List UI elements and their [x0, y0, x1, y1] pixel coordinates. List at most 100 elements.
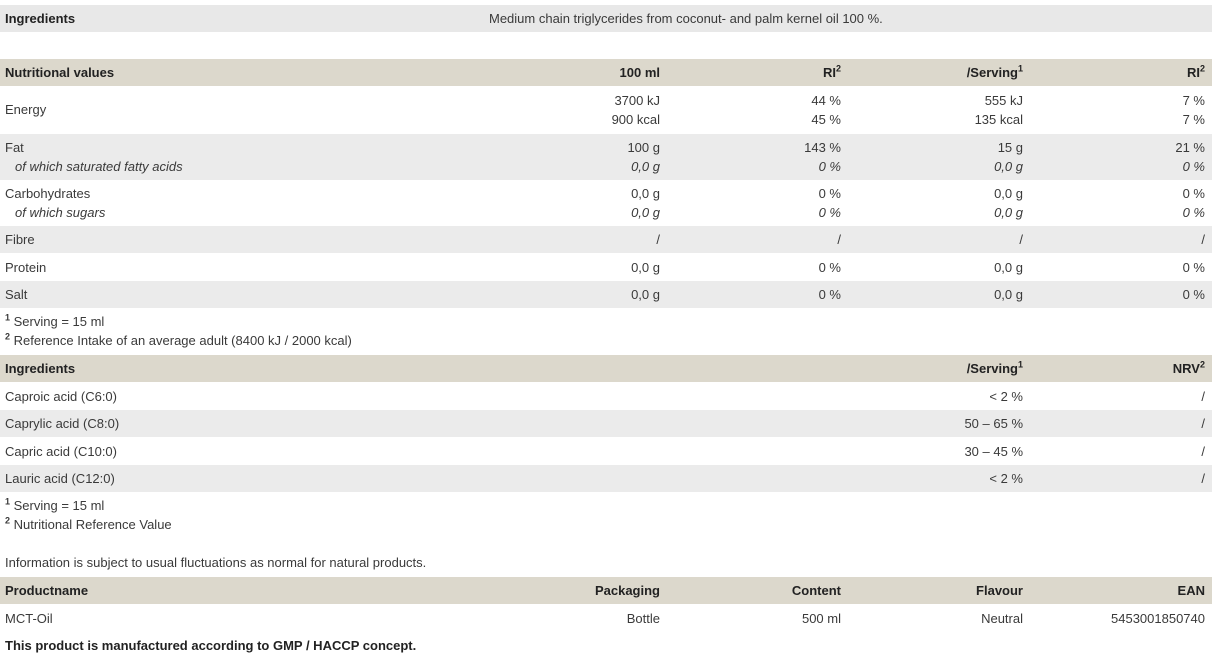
header-nrv: NRV2 [1173, 355, 1205, 382]
row-sublabel: of which sugars [15, 205, 106, 220]
fatty-acid-row: Caprylic acid (C8:0) 50 – 65 % / [0, 410, 1212, 437]
header-ri2: RI2 [1187, 59, 1205, 86]
nutrition-row-salt: Salt 0,0 g 0 % 0,0 g 0 % [0, 281, 1212, 308]
footnote-text: Serving = 15 ml [13, 498, 105, 513]
header-ri-sup: 2 [835, 63, 841, 74]
gmp-statement: This product is manufactured according t… [5, 638, 417, 653]
cell: 21 % [1175, 140, 1205, 155]
cell: 0 % [818, 159, 841, 174]
nutrition-header: Nutritional values 100 ml RI2 /Serving1 … [0, 59, 1212, 86]
row-label: Capric acid (C10:0) [5, 444, 117, 459]
cell: / [1201, 471, 1205, 486]
product-ean: 5453001850740 [1111, 611, 1205, 626]
cell: / [1201, 416, 1205, 431]
header-ri2-sup: 2 [1199, 63, 1205, 74]
ingredients-label: Ingredients [5, 11, 76, 26]
cell: 0,0 g [994, 205, 1023, 220]
header-nrv-text: NRV [1172, 361, 1200, 376]
header-serving-text: /Serving [966, 361, 1018, 376]
footnote-text: Serving = 15 ml [13, 314, 105, 329]
header-serving-sup: 1 [1017, 359, 1023, 370]
cell: 100 g [627, 140, 660, 155]
cell: 0 % [1182, 205, 1205, 220]
nutrition-row-fat: Fat of which saturated fatty acids 100 g… [0, 134, 1212, 180]
cell: 0 % [818, 186, 841, 201]
cell: 0,0 g [631, 159, 660, 174]
nutrition-row-carbohydrates: Carbohydrates of which sugars 0,0 g 0,0 g… [0, 180, 1212, 226]
cell: 555 kJ [984, 93, 1023, 108]
cell: / [1201, 444, 1205, 459]
cell: 0 % [818, 287, 841, 302]
header-packaging: Packaging [594, 583, 660, 598]
footnote-2: 2 Reference Intake of an average adult (… [5, 331, 352, 350]
header-serving: /Serving1 [967, 355, 1023, 382]
cell: / [1201, 232, 1205, 247]
row-label: Protein [5, 260, 47, 275]
cell: 0,0 g [631, 260, 660, 275]
product-flavour: Neutral [981, 611, 1023, 626]
row-label: Carbohydrates [5, 186, 91, 201]
cell: 143 % [804, 140, 841, 155]
footnote-1: 1 Serving = 15 ml [5, 312, 104, 331]
footnote-1: 1 Serving = 15 ml [5, 496, 104, 515]
cell: < 2 % [989, 471, 1023, 486]
header-content: Content [791, 583, 841, 598]
header-100ml: 100 ml [619, 65, 660, 80]
footnote-text: Nutritional Reference Value [13, 517, 172, 532]
row-label: Fat [5, 140, 24, 155]
cell: 3700 kJ [614, 93, 660, 108]
row-label: Caproic acid (C6:0) [5, 389, 117, 404]
product-row: MCT-Oil Bottle 500 ml Neutral 5453001850… [0, 605, 1212, 632]
cell: / [656, 232, 660, 247]
cell: 0,0 g [994, 287, 1023, 302]
header-ri: RI2 [823, 59, 841, 86]
row-label: Salt [5, 287, 28, 302]
nutrition-row-fibre: Fibre / / / / [0, 226, 1212, 253]
fatty-acid-row: Capric acid (C10:0) 30 – 45 % / [0, 438, 1212, 465]
cell: 50 – 65 % [964, 416, 1023, 431]
row-label: Energy [5, 102, 47, 117]
cell: / [837, 232, 841, 247]
nutrition-row-energy: Energy 3700 kJ 900 kcal 44 % 45 % 555 kJ 13… [0, 87, 1212, 133]
cell: 15 g [997, 140, 1023, 155]
fatty-acids-header: Ingredients /Serving1 NRV2 [0, 355, 1212, 382]
footnote-sup: 1 [5, 312, 11, 323]
footnote-2: 2 Nutritional Reference Value [5, 515, 172, 534]
ingredients-text: Medium chain triglycerides from coconut-… [489, 11, 883, 26]
row-label: Caprylic acid (C8:0) [5, 416, 120, 431]
cell: 0,0 g [631, 186, 660, 201]
cell: 7 % [1182, 112, 1205, 127]
cell: 0,0 g [631, 287, 660, 302]
product-name: MCT-Oil [5, 611, 53, 626]
header-nutritional-values: Nutritional values [5, 65, 115, 80]
row-label: Lauric acid (C12:0) [5, 471, 115, 486]
cell: 0 % [1182, 186, 1205, 201]
nutrition-row-protein: Protein 0,0 g 0 % 0,0 g 0 % [0, 254, 1212, 281]
header-ingredients: Ingredients [5, 361, 76, 376]
product-header: Productname Packaging Content Flavour EA… [0, 577, 1212, 604]
cell: / [1201, 389, 1205, 404]
cell: 900 kcal [611, 112, 660, 127]
footnote-sup: 2 [5, 515, 11, 526]
cell: 44 % [811, 93, 841, 108]
header-productname: Productname [5, 583, 89, 598]
row-sublabel: of which saturated fatty acids [15, 159, 183, 174]
header-ri-text: RI [822, 65, 836, 80]
cell: 0 % [818, 260, 841, 275]
row-label: Fibre [5, 232, 35, 247]
info-text: Information is subject to usual fluctuat… [5, 555, 427, 570]
cell: 0,0 g [994, 186, 1023, 201]
cell: 0,0 g [631, 205, 660, 220]
ingredients-row: Ingredients Medium chain triglycerides f… [0, 5, 1212, 32]
cell: 0,0 g [994, 260, 1023, 275]
cell: 0,0 g [994, 159, 1023, 174]
header-serving-sup: 1 [1017, 63, 1023, 74]
header-serving-text: /Serving [966, 65, 1018, 80]
cell: < 2 % [989, 389, 1023, 404]
header-flavour: Flavour [976, 583, 1023, 598]
fatty-acid-row: Caproic acid (C6:0) < 2 % / [0, 383, 1212, 410]
header-ri2-text: RI [1186, 65, 1200, 80]
header-ean: EAN [1177, 583, 1205, 598]
product-content: 500 ml [801, 611, 841, 626]
